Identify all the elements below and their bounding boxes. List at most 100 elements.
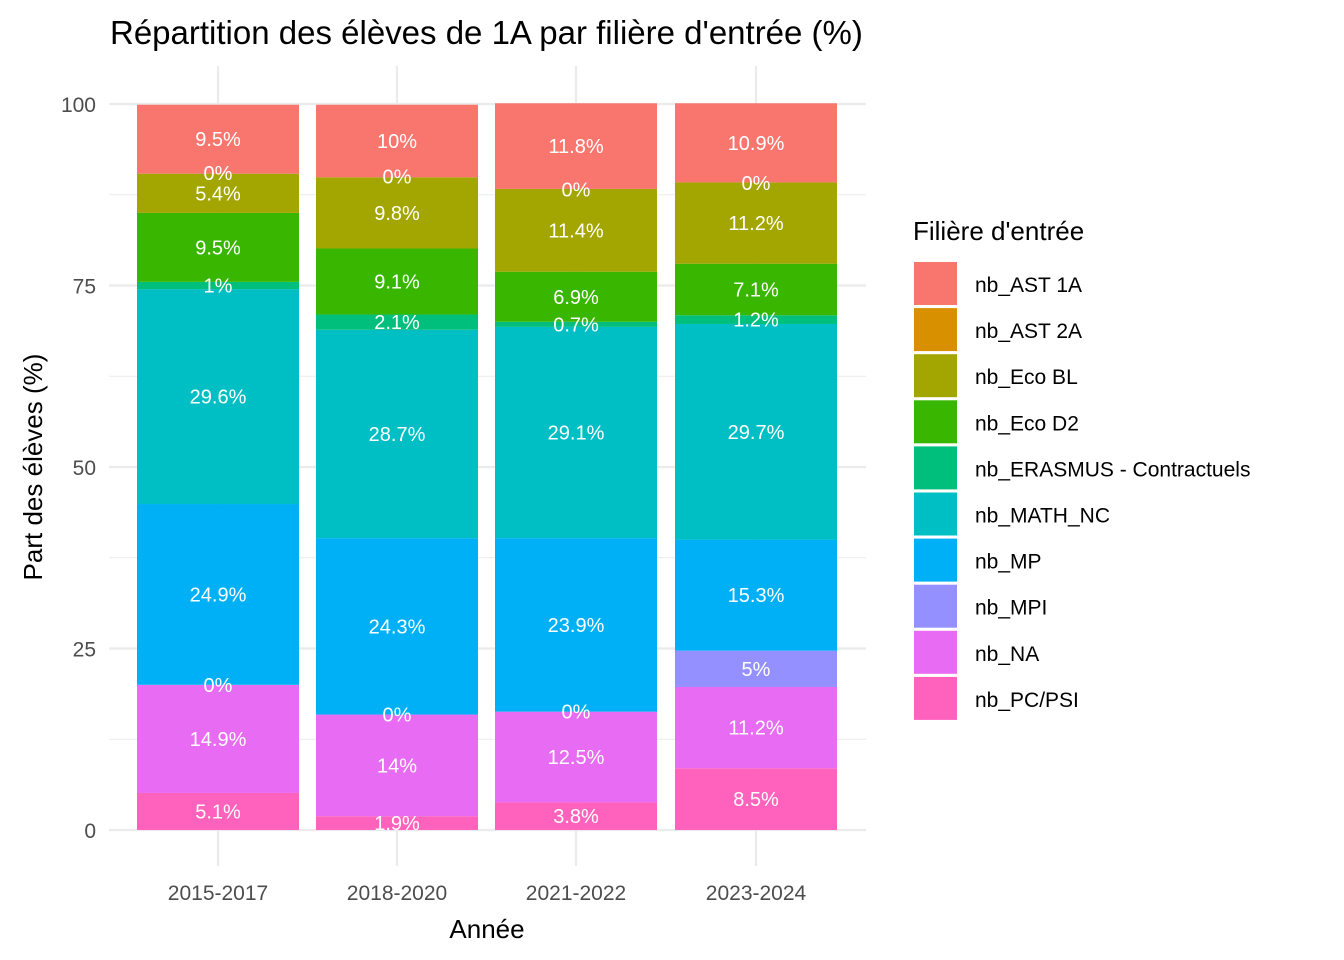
bar-segment: [316, 314, 478, 330]
bar-segment: [495, 711, 657, 803]
x-tick-label: 2018-2020: [347, 882, 447, 905]
data-label: 0%: [562, 702, 591, 724]
bar-segment: [495, 326, 657, 539]
legend-key: [914, 630, 957, 674]
data-label: 11.8%: [548, 136, 603, 158]
legend-label: nb_AST 1A: [975, 274, 1082, 297]
bar-segment: [675, 768, 837, 830]
y-tick-label: 0: [84, 820, 96, 843]
data-labels-layer: 5.1% 14.9% 24.9% 29.6% 1% 9.5% 5.4% 9.5% 1.9% 14%…: [190, 129, 785, 835]
x-axis-title: Année: [449, 914, 524, 944]
data-label: 15.3%: [728, 585, 785, 607]
legend-key: [914, 538, 957, 582]
bar-segment: [316, 538, 478, 715]
bar-segment: [316, 816, 478, 830]
data-label: 10%: [377, 131, 417, 153]
legend-key: [914, 446, 957, 490]
data-label: 11.4%: [548, 220, 603, 242]
bar-segment: [675, 263, 837, 316]
y-tick-label: 50: [73, 457, 96, 480]
bar-segment: [495, 802, 657, 830]
data-label: 0%: [204, 163, 233, 185]
bar-segment: [137, 212, 299, 282]
data-label: 1.2%: [733, 310, 779, 332]
bar-segment: [495, 321, 657, 327]
data-label: 0.7%: [553, 314, 599, 336]
bar-segment: [495, 271, 657, 322]
legend: Filière d'entrée nb_AST 1A nb_AST 2A nb_Ec…: [913, 216, 1250, 720]
data-label: 0%: [204, 675, 233, 697]
y-axis: 0 25 50 75 100: [61, 94, 96, 843]
data-label: 3.8%: [553, 806, 599, 828]
legend-key: [914, 400, 957, 444]
bar-segment: [137, 792, 299, 830]
bar-segment: [137, 289, 299, 505]
data-label: 1%: [204, 276, 233, 298]
bar-segment: [137, 104, 299, 174]
bar-segment: [495, 538, 657, 712]
data-label: 11.2%: [728, 718, 783, 740]
bar-segment: [316, 177, 478, 249]
data-label: 24.3%: [369, 616, 426, 638]
bar-segment: [675, 315, 837, 324]
data-label: 29.1%: [548, 423, 605, 445]
data-label: 9.1%: [374, 272, 420, 294]
bar-segment: [495, 103, 657, 189]
data-label: 10.9%: [728, 133, 785, 155]
legend-key: [914, 492, 957, 536]
legend-title: Filière d'entrée: [913, 216, 1084, 246]
data-label: 14%: [377, 755, 417, 777]
data-label: 29.6%: [190, 387, 247, 409]
legend-label: nb_MP: [975, 551, 1042, 574]
y-axis-title: Part des élèves (%): [18, 354, 48, 581]
data-label: 14.9%: [190, 729, 247, 751]
data-label: 1.9%: [374, 813, 420, 835]
legend-label: nb_MPI: [975, 597, 1047, 620]
x-axis: 2015-2017 2018-2020 2021-2022 2023-2024: [168, 882, 807, 905]
bar-segment: [675, 650, 837, 687]
x-tick-label: 2021-2022: [526, 882, 626, 905]
legend-label: nb_Eco BL: [975, 366, 1078, 389]
data-label: 9.8%: [374, 203, 420, 225]
bar-segment: [495, 188, 657, 272]
data-label: 6.9%: [553, 287, 599, 309]
data-label: 5%: [742, 659, 771, 681]
legend-label: nb_Eco D2: [975, 412, 1079, 435]
data-label: 11.2%: [728, 213, 783, 235]
legend-key: [914, 354, 957, 398]
legend-label: nb_NA: [975, 643, 1039, 666]
bar-segment: [316, 104, 478, 178]
x-tick-label: 2015-2017: [168, 882, 268, 905]
bar-segment: [316, 248, 478, 315]
x-tick-label: 2023-2024: [706, 882, 807, 905]
y-tick-label: 100: [61, 94, 96, 117]
chart-title: Répartition des élèves de 1A par filière…: [110, 14, 863, 51]
data-label: 29.7%: [728, 422, 785, 444]
data-label: 24.9%: [190, 584, 247, 606]
y-tick-label: 25: [73, 639, 96, 662]
legend-key: [914, 308, 957, 352]
bar-segment: [675, 686, 837, 769]
data-label: 9.5%: [195, 237, 241, 259]
bar-segment: [675, 103, 837, 183]
data-label: 0%: [742, 173, 771, 195]
legend-label: nb_ERASMUS - Contractuels: [975, 458, 1250, 481]
data-label: 9.5%: [195, 129, 241, 151]
data-label: 8.5%: [733, 789, 779, 811]
bar-segment: [675, 182, 837, 264]
bar-segment: [137, 281, 299, 290]
data-label: 0%: [383, 167, 412, 189]
bar-segment: [316, 714, 478, 817]
data-label: 0%: [562, 180, 591, 202]
data-label: 5.4%: [195, 183, 241, 205]
bar-segment: [137, 173, 299, 213]
legend-label: nb_MATH_NC: [975, 505, 1110, 528]
data-label: 7.1%: [733, 279, 779, 301]
bar-segment: [316, 329, 478, 539]
data-label: 12.5%: [548, 747, 605, 769]
legend-key: [914, 584, 957, 628]
data-label: 23.9%: [548, 615, 605, 637]
data-label: 28.7%: [369, 424, 426, 446]
data-label: 0%: [383, 705, 412, 727]
